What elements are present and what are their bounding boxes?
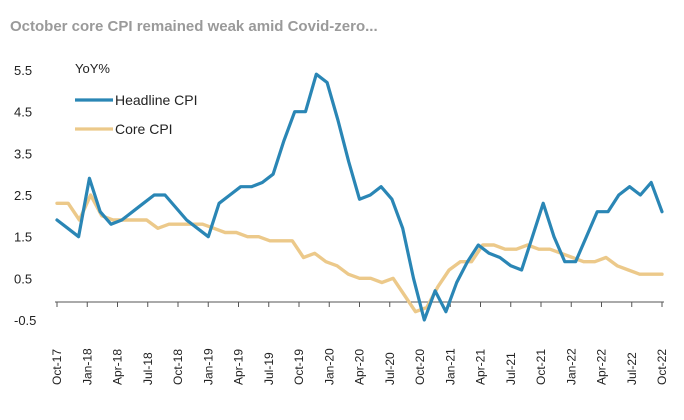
x-tick-label: Jan-21 xyxy=(443,348,457,385)
x-tick-label: Oct-19 xyxy=(292,349,306,385)
x-tick-label: Jul-20 xyxy=(383,352,397,385)
series-lines xyxy=(55,72,664,322)
chart-title: October core CPI remained weak amid Covi… xyxy=(10,18,378,35)
core-cpi-line xyxy=(55,193,664,314)
legend: Headline CPI Core CPI xyxy=(75,92,198,137)
y-tick-label: 5.5 xyxy=(14,63,32,78)
x-tick-label: Oct-20 xyxy=(413,349,427,385)
y-tick-label: 0.5 xyxy=(14,271,32,286)
y-tick-label: -0.5 xyxy=(14,313,36,328)
x-tick-label: Jul-18 xyxy=(141,352,155,385)
y-tick-label: 2.5 xyxy=(14,188,32,203)
x-tick-label: Apr-20 xyxy=(353,349,367,385)
x-tick-label: Oct-17 xyxy=(50,349,64,385)
y-tick-label: 1.5 xyxy=(14,230,32,245)
x-tick-label: Apr-22 xyxy=(595,349,609,385)
x-tick-label: Apr-21 xyxy=(474,349,488,385)
x-tick-label: Jan-19 xyxy=(201,348,215,385)
x-tick-label: Jul-22 xyxy=(625,352,639,385)
x-tick-label: Jan-22 xyxy=(564,348,578,385)
y-unit-label: YoY% xyxy=(75,61,110,76)
x-tick-label: Jan-18 xyxy=(80,348,94,385)
y-tick-label: 4.5 xyxy=(14,105,32,120)
x-axis-ticks: Oct-17 Jan-18 Apr-18 Jul-18 Oct-18 Jan-19 Apr-… xyxy=(50,302,669,385)
headline-cpi-line xyxy=(55,72,664,322)
x-tick-label: Jul-21 xyxy=(504,352,518,385)
y-axis-ticks: 5.5 4.5 3.5 2.5 1.5 0.5 -0.5 xyxy=(14,63,36,328)
legend-label: Headline CPI xyxy=(115,92,198,108)
y-tick-label: 3.5 xyxy=(14,146,32,161)
legend-label: Core CPI xyxy=(115,121,173,137)
x-tick-label: Apr-18 xyxy=(111,349,125,385)
x-tick-label: Jul-19 xyxy=(262,352,276,385)
x-tick-label: Oct-18 xyxy=(171,349,185,385)
x-tick-label: Apr-19 xyxy=(232,349,246,385)
x-tick-label: Jan-20 xyxy=(322,348,336,385)
x-tick-label: Oct-21 xyxy=(534,349,548,385)
x-tick-label: Oct-22 xyxy=(655,349,669,385)
